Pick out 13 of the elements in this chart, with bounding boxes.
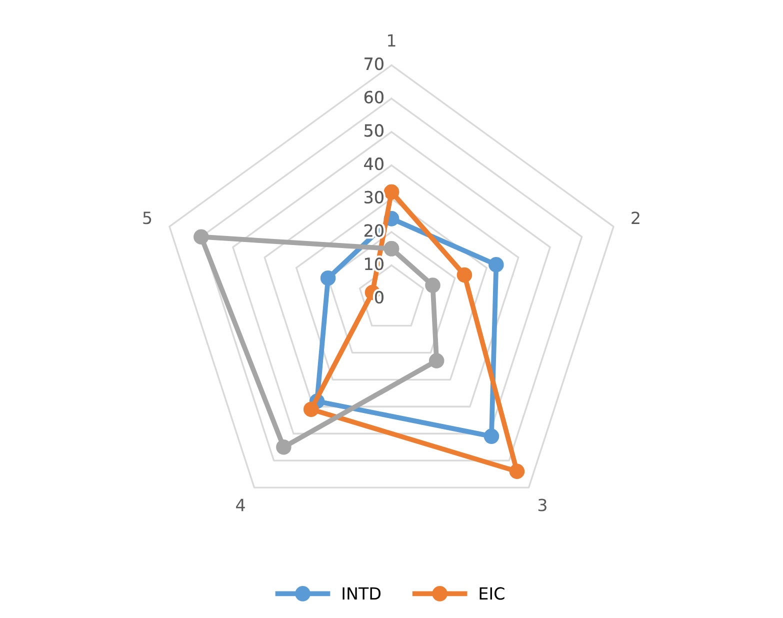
y-tick-label: 60: [364, 90, 384, 104]
y-tick-label: 70: [364, 57, 384, 70]
spoke-label: 5: [143, 212, 152, 224]
spoke-label: 3: [538, 498, 546, 512]
y-tick-label: 0: [374, 290, 384, 304]
y-tick-label: 30: [364, 190, 384, 204]
spoke-label: 2: [632, 212, 640, 224]
y-tick-label: 40: [364, 158, 384, 170]
y-tick-label: 50: [364, 124, 384, 137]
spoke-label: 1: [388, 34, 396, 46]
legend-label: INTD: [342, 587, 381, 600]
legend-label: EIC: [480, 587, 504, 600]
spoke-label: 4: [236, 498, 245, 512]
